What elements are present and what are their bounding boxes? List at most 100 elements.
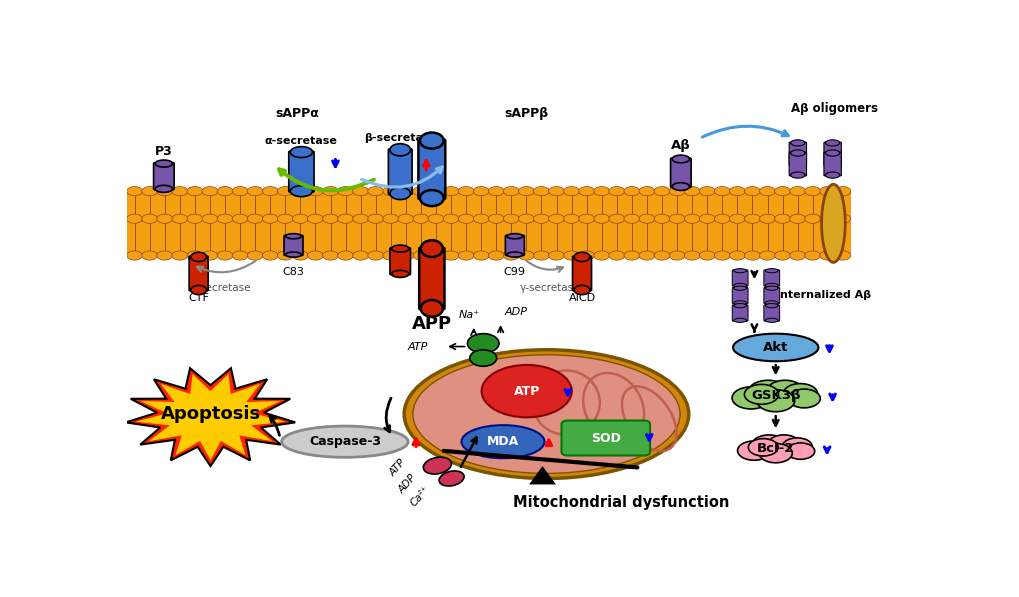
- Circle shape: [564, 251, 579, 260]
- Ellipse shape: [506, 252, 522, 257]
- Circle shape: [232, 186, 248, 196]
- Circle shape: [564, 214, 579, 223]
- Ellipse shape: [733, 301, 746, 305]
- Circle shape: [217, 186, 232, 196]
- Ellipse shape: [420, 190, 443, 206]
- Ellipse shape: [404, 350, 688, 478]
- Ellipse shape: [470, 350, 496, 367]
- Circle shape: [578, 186, 594, 196]
- Text: C83: C83: [282, 267, 304, 277]
- FancyBboxPatch shape: [823, 142, 841, 166]
- Circle shape: [473, 214, 489, 223]
- Circle shape: [732, 387, 769, 409]
- Circle shape: [172, 214, 187, 223]
- Circle shape: [382, 251, 398, 260]
- Circle shape: [653, 214, 669, 223]
- Circle shape: [277, 251, 292, 260]
- FancyBboxPatch shape: [388, 149, 412, 195]
- Circle shape: [262, 186, 278, 196]
- Circle shape: [488, 214, 503, 223]
- Circle shape: [748, 380, 788, 404]
- Circle shape: [684, 214, 699, 223]
- Circle shape: [759, 186, 774, 196]
- Text: Mitochondrial dysfunction: Mitochondrial dysfunction: [513, 494, 729, 510]
- Circle shape: [308, 251, 323, 260]
- Circle shape: [744, 251, 759, 260]
- Ellipse shape: [461, 425, 544, 458]
- Circle shape: [548, 186, 564, 196]
- FancyBboxPatch shape: [127, 191, 850, 256]
- Ellipse shape: [155, 160, 172, 167]
- Circle shape: [353, 251, 368, 260]
- Circle shape: [397, 251, 414, 260]
- Ellipse shape: [764, 301, 777, 305]
- Ellipse shape: [824, 140, 839, 146]
- Ellipse shape: [413, 355, 680, 473]
- Circle shape: [804, 186, 820, 196]
- Circle shape: [608, 251, 624, 260]
- Ellipse shape: [191, 285, 206, 295]
- Text: MDA: MDA: [486, 435, 519, 448]
- Circle shape: [756, 390, 794, 412]
- Circle shape: [142, 214, 157, 223]
- Circle shape: [748, 439, 777, 456]
- Ellipse shape: [790, 172, 804, 178]
- Circle shape: [639, 186, 654, 196]
- Circle shape: [413, 251, 428, 260]
- Circle shape: [751, 435, 786, 455]
- FancyBboxPatch shape: [789, 152, 806, 176]
- Polygon shape: [136, 374, 284, 460]
- Ellipse shape: [423, 457, 451, 474]
- Circle shape: [548, 251, 564, 260]
- Circle shape: [202, 186, 218, 196]
- Circle shape: [668, 186, 685, 196]
- Circle shape: [653, 251, 669, 260]
- Circle shape: [782, 438, 811, 456]
- Ellipse shape: [824, 150, 839, 156]
- Circle shape: [247, 186, 263, 196]
- Circle shape: [186, 186, 203, 196]
- Circle shape: [804, 251, 820, 260]
- Text: GSK3β: GSK3β: [750, 389, 800, 402]
- Circle shape: [533, 186, 549, 196]
- FancyBboxPatch shape: [560, 420, 649, 456]
- Circle shape: [766, 380, 802, 401]
- Circle shape: [518, 186, 534, 196]
- Circle shape: [608, 186, 624, 196]
- Ellipse shape: [285, 252, 302, 257]
- Text: C99: C99: [503, 267, 526, 277]
- Circle shape: [533, 251, 549, 260]
- Ellipse shape: [733, 284, 746, 287]
- Ellipse shape: [467, 334, 498, 353]
- Circle shape: [368, 214, 383, 223]
- Ellipse shape: [733, 269, 746, 273]
- Ellipse shape: [733, 303, 746, 307]
- Circle shape: [608, 214, 624, 223]
- Circle shape: [789, 214, 805, 223]
- Ellipse shape: [820, 184, 845, 263]
- Ellipse shape: [672, 183, 689, 190]
- Text: Akt: Akt: [762, 341, 788, 354]
- Circle shape: [353, 186, 368, 196]
- Circle shape: [758, 444, 792, 463]
- FancyBboxPatch shape: [789, 142, 806, 166]
- Circle shape: [518, 251, 534, 260]
- Circle shape: [473, 251, 489, 260]
- Circle shape: [217, 251, 232, 260]
- Ellipse shape: [290, 147, 312, 158]
- Ellipse shape: [420, 133, 443, 149]
- Text: ATP: ATP: [408, 341, 428, 352]
- Circle shape: [668, 251, 685, 260]
- Text: Apoptosis: Apoptosis: [160, 405, 260, 423]
- Circle shape: [639, 214, 654, 223]
- Circle shape: [277, 186, 292, 196]
- Ellipse shape: [421, 300, 442, 317]
- Circle shape: [126, 186, 143, 196]
- Circle shape: [382, 186, 398, 196]
- Ellipse shape: [764, 286, 777, 290]
- Circle shape: [684, 251, 699, 260]
- Circle shape: [322, 251, 338, 260]
- Ellipse shape: [155, 185, 172, 192]
- Text: CTF: CTF: [189, 293, 209, 303]
- Ellipse shape: [421, 240, 442, 257]
